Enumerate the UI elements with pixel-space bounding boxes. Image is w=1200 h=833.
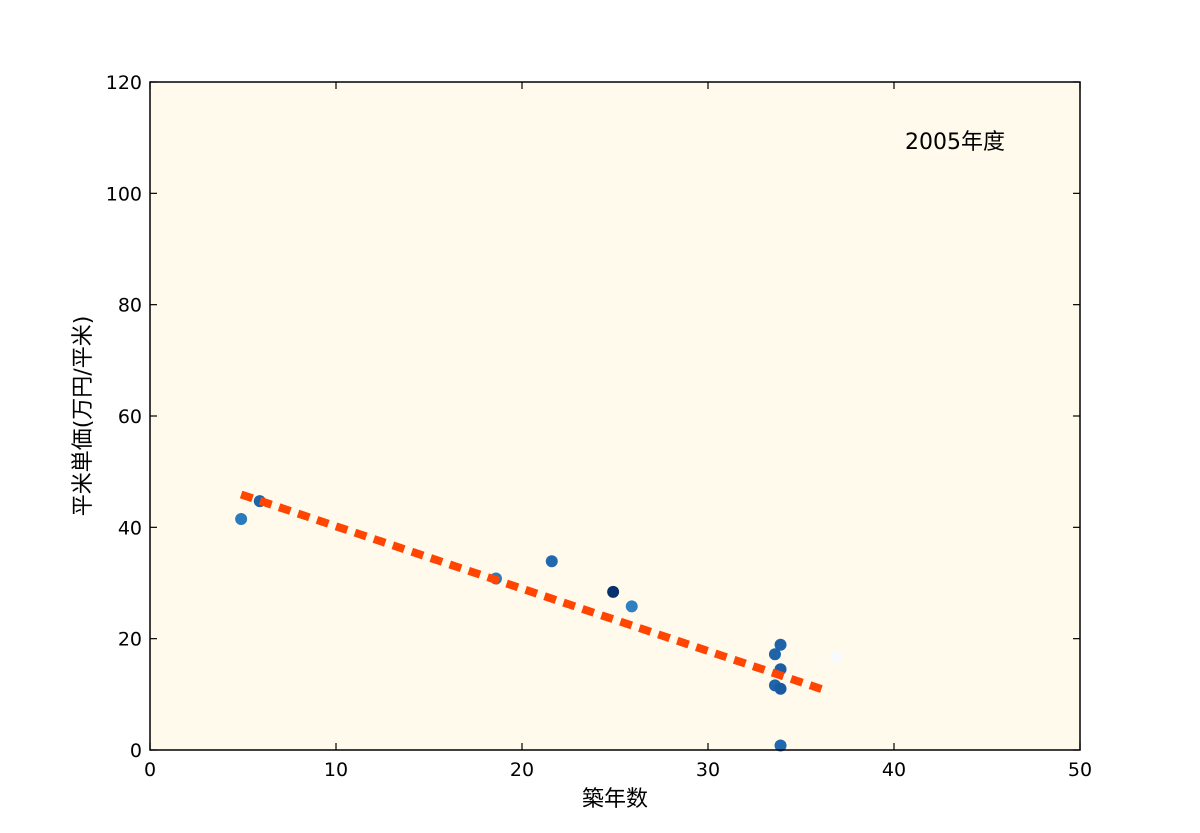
y-axis-label: 平米単価(万円/平米) xyxy=(71,316,96,517)
annotation-text: 2005年度 xyxy=(905,130,1005,155)
x-tick-label: 0 xyxy=(144,759,156,781)
plot-frame xyxy=(149,81,1081,751)
scatter-point xyxy=(545,555,558,568)
scatter-point xyxy=(625,600,638,613)
trend-line xyxy=(239,490,831,696)
y-tick-label: 80 xyxy=(118,295,142,317)
y-tick-label: 40 xyxy=(118,517,142,539)
x-tick-label: 50 xyxy=(1068,759,1092,781)
scatter-point xyxy=(768,648,781,661)
plot-background xyxy=(150,82,1080,750)
scatter-point xyxy=(774,638,787,651)
marks-layer xyxy=(235,490,843,752)
scatter-point xyxy=(235,512,248,525)
y-tick-label: 20 xyxy=(118,629,142,651)
y-tick-label: 120 xyxy=(106,72,142,94)
scatter-point xyxy=(607,585,620,598)
x-axis-label: 築年数 xyxy=(582,787,648,812)
scatter-point xyxy=(830,651,843,664)
y-tick-label: 100 xyxy=(106,183,142,205)
x-tick-label: 30 xyxy=(696,759,720,781)
scatter-point xyxy=(774,739,787,752)
scatter-point xyxy=(774,682,787,695)
y-tick-label: 60 xyxy=(118,406,142,428)
x-tick-label: 10 xyxy=(324,759,348,781)
x-tick-label: 20 xyxy=(510,759,534,781)
x-tick-label: 40 xyxy=(882,759,906,781)
y-tick-label: 0 xyxy=(130,740,142,762)
